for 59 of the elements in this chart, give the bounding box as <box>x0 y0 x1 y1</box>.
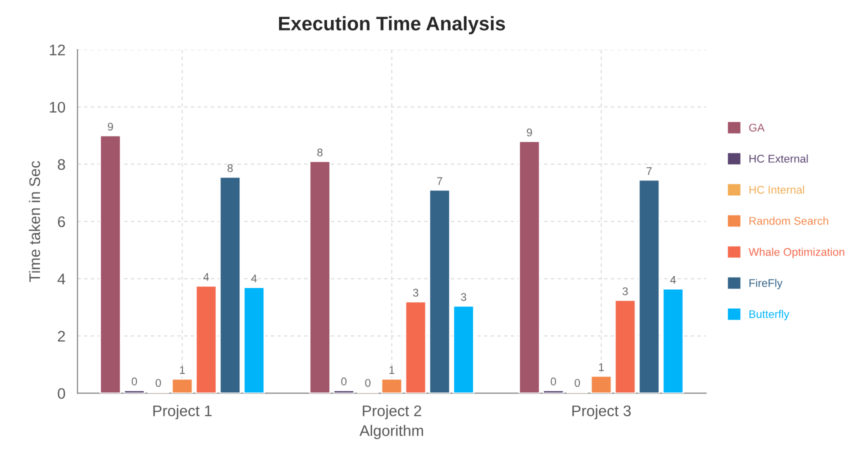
data-label: 0 <box>132 378 138 386</box>
bar <box>332 390 355 394</box>
bar <box>542 390 564 394</box>
bar <box>100 134 122 394</box>
y-tick-label: 10 <box>50 102 66 113</box>
bar <box>380 378 403 394</box>
data-label: 1 <box>599 363 604 371</box>
data-label: 7 <box>646 167 652 175</box>
legend-label: Random Search <box>750 216 828 225</box>
x-tick-label: Project 1 <box>153 405 212 420</box>
bar <box>404 300 427 394</box>
bar <box>590 375 612 394</box>
data-label: 0 <box>156 378 161 387</box>
legend-label: Butterfly <box>750 310 790 320</box>
chart-title: Execution Time Analysis <box>279 16 505 34</box>
bar <box>452 305 474 394</box>
x-axis-title: Algorithm <box>360 424 424 440</box>
data-label: 3 <box>413 288 418 297</box>
data-label: 4 <box>203 273 209 281</box>
data-label: 0 <box>550 378 556 386</box>
data-label: 3 <box>460 293 466 301</box>
bar <box>243 286 265 394</box>
legend-label: HC Internal <box>750 186 804 194</box>
bar <box>614 300 636 394</box>
data-label: 0 <box>574 378 580 387</box>
data-label: 4 <box>670 276 676 284</box>
x-tick-label: Project 2 <box>362 405 422 420</box>
legend-label: Whale Optimization <box>748 248 844 258</box>
data-label: 3 <box>622 287 628 296</box>
bar <box>195 285 218 394</box>
bar <box>309 160 331 394</box>
y-tick-label: 0 <box>58 388 66 399</box>
legend-label: GA <box>749 124 765 132</box>
bar <box>219 176 242 394</box>
data-label: 4 <box>251 274 257 282</box>
data-label: 1 <box>390 366 394 374</box>
data-label: 0 <box>341 378 347 386</box>
data-label: 0 <box>365 378 370 387</box>
bar <box>518 140 540 394</box>
data-label: 7 <box>437 177 442 185</box>
bar <box>123 390 146 394</box>
legend-label: FireFly <box>750 278 783 290</box>
legend-label: HC External <box>750 154 808 163</box>
x-tick-label: Project 3 <box>572 405 631 420</box>
bar <box>428 189 451 394</box>
bar <box>171 378 194 394</box>
data-label: 8 <box>228 164 233 172</box>
y-axis-title: Time taken in Sec <box>28 161 40 282</box>
y-tick-label: 8 <box>58 159 66 170</box>
bar <box>662 288 684 394</box>
data-label: 8 <box>317 148 323 156</box>
data-label: 9 <box>108 122 113 131</box>
y-tick-label: 4 <box>58 274 66 284</box>
data-label: 1 <box>180 366 185 374</box>
data-label: 9 <box>526 128 532 136</box>
y-tick-label: 2 <box>58 330 65 342</box>
bar <box>638 179 660 394</box>
y-tick-label: 12 <box>50 44 65 56</box>
y-tick-label: 6 <box>58 216 66 228</box>
